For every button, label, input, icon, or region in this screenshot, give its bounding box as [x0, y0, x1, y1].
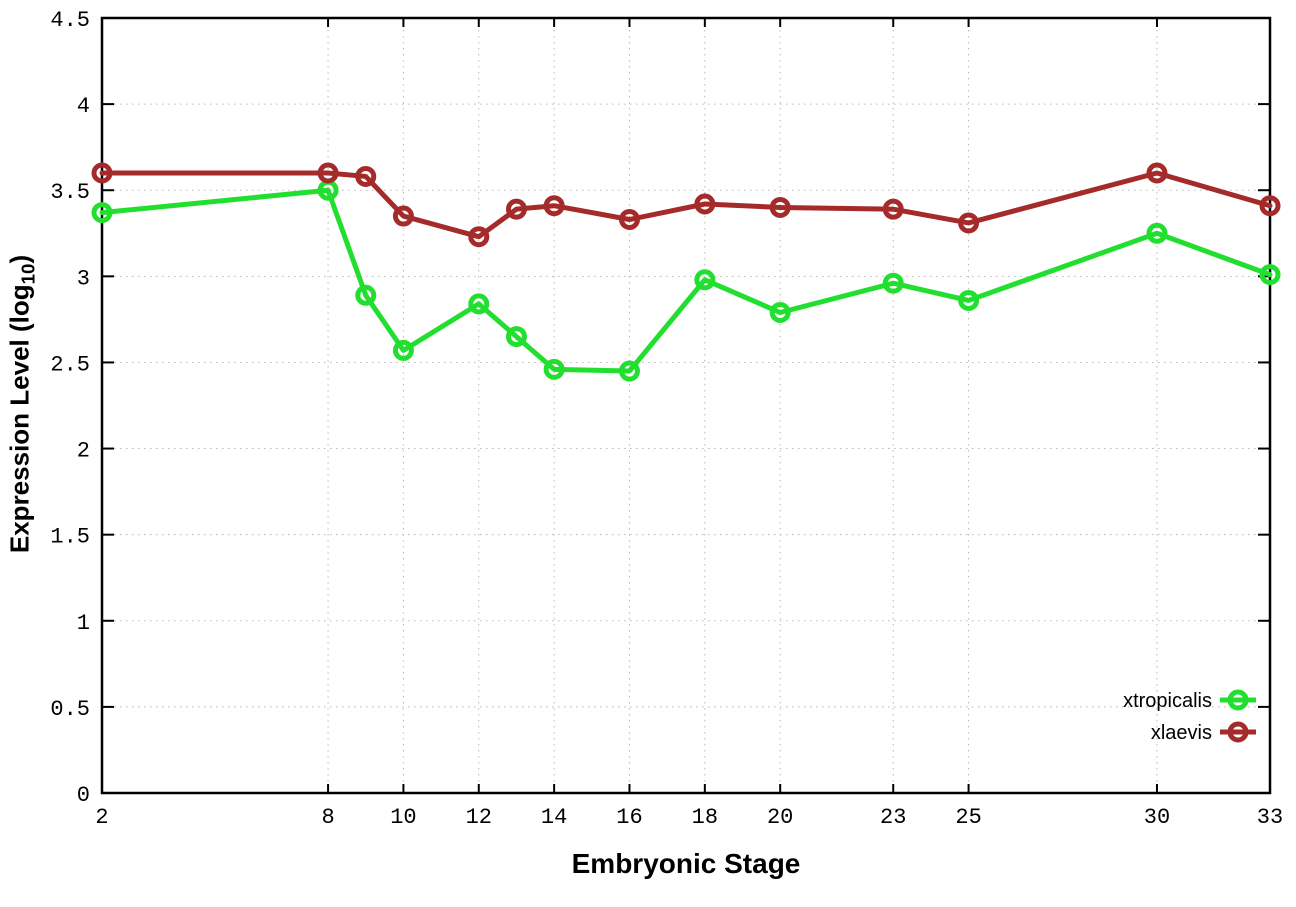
y-axis-title: Expression Level (log10)	[4, 255, 39, 553]
x-tick-label-18: 18	[692, 805, 718, 830]
x-tick-label-8: 8	[321, 805, 334, 830]
x-tick-label-20: 20	[767, 805, 793, 830]
y-tick-label-2.5: 2.5	[50, 352, 90, 377]
y-tick-label-0: 0	[77, 783, 90, 808]
series-line-xtropicalis	[99, 187, 1273, 374]
marker-xlaevis-10	[392, 205, 414, 227]
legend-label-xtropicalis: xtropicalis	[1123, 690, 1212, 712]
marker-xtropicalis-14	[543, 358, 565, 380]
marker-xlaevis-23	[882, 198, 904, 220]
marker-xtropicalis-30	[1146, 222, 1168, 244]
marker-xtropicalis-25	[958, 289, 980, 311]
y-axis-title-text: Expression Level (log	[4, 284, 35, 554]
marker-xlaevis-30	[1146, 162, 1168, 184]
marker-xlaevis-12	[468, 226, 490, 248]
legend-sample-marker-xtropicalis	[1227, 689, 1249, 711]
marker-xlaevis-14	[543, 195, 565, 217]
x-tick-label-2: 2	[95, 805, 108, 830]
marker-xtropicalis-10	[392, 339, 414, 361]
legend-sample-marker-xlaevis	[1227, 721, 1249, 743]
y-tick-label-3: 3	[77, 266, 90, 291]
y-axis-title-suffix: )	[4, 254, 35, 264]
x-tick-label-12: 12	[466, 805, 492, 830]
y-tick-label-4.5: 4.5	[50, 8, 90, 33]
y-tick-label-4: 4	[77, 94, 90, 119]
marker-xtropicalis-23	[882, 272, 904, 294]
y-tick-label-3.5: 3.5	[50, 180, 90, 205]
marker-xlaevis-18	[694, 193, 716, 215]
y-axis-title-subscript: 10	[17, 263, 39, 285]
marker-xlaevis-9	[355, 165, 377, 187]
x-tick-label-25: 25	[955, 805, 981, 830]
y-tick-label-2: 2	[77, 439, 90, 464]
marker-xlaevis-13	[505, 198, 527, 220]
plot-border	[100, 16, 1272, 795]
x-tick-label-23: 23	[880, 805, 906, 830]
marker-xtropicalis-12	[468, 293, 490, 315]
marker-xtropicalis-9	[355, 284, 377, 306]
marker-xlaevis-8	[317, 162, 339, 184]
x-tick-label-16: 16	[616, 805, 642, 830]
marker-xtropicalis-2	[91, 202, 113, 224]
x-tick-label-10: 10	[390, 805, 416, 830]
y-tick-label-1: 1	[77, 611, 90, 636]
x-axis-title: Embryonic Stage	[571, 848, 801, 879]
marker-xtropicalis-18	[694, 269, 716, 291]
y-tick-label-0.5: 0.5	[50, 697, 90, 722]
x-tick-label-33: 33	[1257, 805, 1283, 830]
marker-xtropicalis-20	[769, 302, 791, 323]
marker-xtropicalis-13	[505, 326, 527, 348]
marker-xlaevis-25	[958, 212, 980, 234]
marker-xlaevis-16	[618, 209, 640, 230]
x-tick-label-14: 14	[541, 805, 567, 830]
series-line-xlaevis	[99, 170, 1273, 240]
legend-label-xlaevis: xlaevis	[1151, 722, 1212, 744]
marker-xtropicalis-16	[618, 360, 640, 382]
marker-xlaevis-33	[1259, 195, 1281, 217]
x-tick-label-30: 30	[1144, 805, 1170, 830]
marker-xlaevis-20	[769, 196, 791, 218]
y-tick-label-1.5: 1.5	[50, 525, 90, 550]
marker-xlaevis-2	[91, 162, 113, 184]
marker-xtropicalis-33	[1259, 264, 1281, 286]
